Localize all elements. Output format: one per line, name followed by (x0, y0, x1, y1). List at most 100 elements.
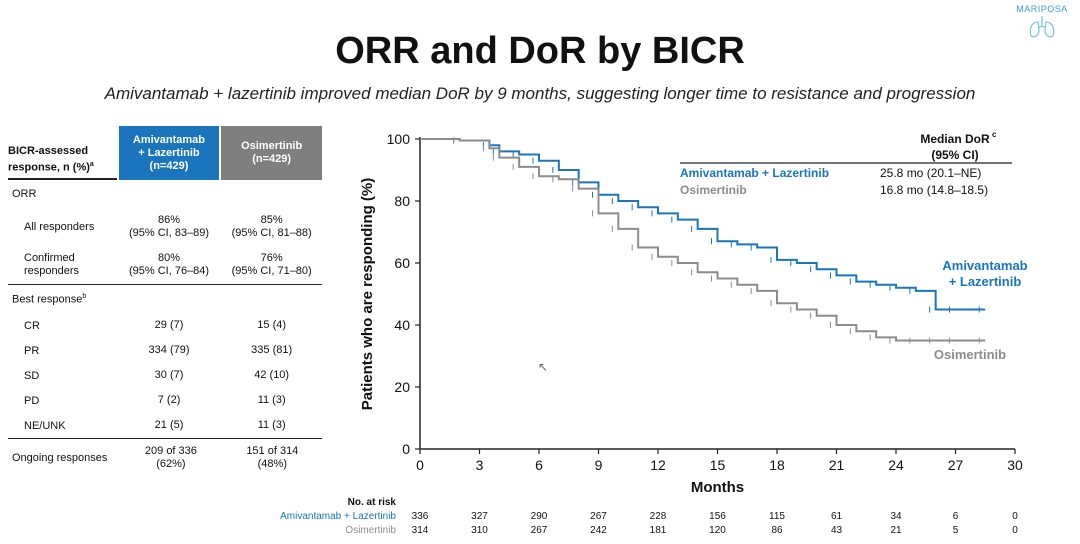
header-osi-line1: Osimertinib (241, 140, 303, 152)
table-row: PR 334 (79) 335 (81) (8, 338, 322, 363)
cell-osi: 42 (10) (254, 369, 290, 381)
header-amivantamab: Amivantamab + Lazertinib (n=429) (118, 126, 220, 180)
x-tick-label: 21 (829, 457, 845, 473)
cell-ami: 334 (79) (148, 344, 190, 356)
y-tick-label: 80 (394, 193, 410, 209)
risk-value: 43 (831, 525, 843, 536)
legend-entry-value: 16.8 mo (14.8–18.5) (880, 183, 988, 197)
cell-osi: 335 (81) (251, 344, 293, 356)
section-orr: ORR (8, 180, 322, 208)
risk-value: 242 (590, 525, 607, 536)
table-row: PD 7 (2) 11 (3) (8, 388, 322, 413)
header-osi-line2: (n=429) (252, 153, 292, 165)
risk-value: 336 (412, 511, 429, 522)
row-label: SD (24, 369, 40, 382)
risk-value: 267 (590, 511, 607, 522)
x-tick-label: 0 (416, 457, 424, 473)
x-tick-label: 18 (769, 457, 785, 473)
header-ami-line2: + Lazertinib (138, 146, 200, 159)
row-label: CR (24, 319, 40, 332)
risk-value: 314 (412, 525, 429, 536)
logo-text: MARIPOSA (1016, 4, 1068, 14)
risk-value: 34 (890, 511, 902, 522)
series-line-osimertinib (420, 138, 986, 342)
y-axis-label: Patients who are responding (%) (359, 178, 376, 411)
cell-osi: 11 (3) (257, 419, 286, 431)
risk-row-label: Osimertinib (345, 525, 396, 536)
cell-ami: 21 (5) (154, 419, 184, 431)
table-row: NE/UNK 21 (5) 11 (3) (8, 413, 322, 438)
legend-entry-name: Amivantamab + Lazertinib (680, 166, 829, 180)
table-header: BICR-assessed response, n (%)a Amivantam… (8, 126, 322, 180)
risk-value: 181 (650, 525, 667, 536)
row-label: Ongoing responses (12, 451, 108, 464)
y-tick-label: 60 (394, 255, 410, 271)
risk-value: 21 (890, 525, 902, 536)
lung-icon (1029, 16, 1055, 38)
cell-ami: 7 (2) (157, 394, 181, 406)
x-tick-label: 3 (476, 457, 484, 473)
risk-value: 5 (953, 525, 959, 536)
end-label-lazertinib: + Lazertinib (949, 274, 1022, 289)
series-line-amivantamab (420, 138, 986, 311)
cell-ami: 80% (95% CI, 76–84) (128, 252, 210, 277)
cell-osi: 76% (95% CI, 71–80) (231, 252, 312, 277)
header-osimertinib: Osimertinib (n=429) (221, 126, 322, 180)
table-row: SD 30 (7) 42 (10) (8, 363, 322, 388)
legend-entry-name: Osimertinib (680, 183, 747, 197)
x-tick-label: 15 (710, 457, 726, 473)
risk-value: 156 (709, 511, 726, 522)
risk-value: 0 (1012, 525, 1018, 536)
cell-ami: 29 (7) (154, 319, 184, 331)
response-table: BICR-assessed response, n (%)a Amivantam… (8, 126, 322, 477)
header-ami-line1: Amivantamab (132, 133, 206, 146)
x-tick-label: 6 (535, 457, 543, 473)
table-row: Confirmed responders 80% (95% CI, 76–84) … (8, 246, 322, 285)
slide-subtitle: Amivantamab + lazertinib improved median… (104, 84, 976, 103)
end-label-osimertinib: Osimertinib (934, 347, 1006, 362)
header-label: BICR-assessed response, n (%)a (8, 126, 117, 180)
mouse-pointer-icon: ↖ (538, 360, 549, 374)
section-best-response: Best responseb (8, 285, 322, 313)
legend-heading-ci: (95% CI) (931, 148, 978, 162)
row-label: Confirmed responders (24, 252, 80, 277)
risk-value: 61 (831, 511, 843, 522)
risk-value: 267 (531, 525, 548, 536)
risk-value: 290 (531, 511, 548, 522)
cell-ami: 30 (7) (154, 369, 184, 381)
risk-value: 6 (953, 511, 959, 522)
y-tick-label: 40 (394, 317, 410, 333)
x-tick-label: 27 (948, 457, 964, 473)
y-tick-label: 100 (387, 131, 411, 147)
x-tick-label: 24 (888, 457, 904, 473)
cell-osi: 15 (4) (257, 319, 287, 331)
legend-entry-value: 25.8 mo (20.1–NE) (880, 166, 981, 180)
end-label-amivantamab: Amivantamab (942, 258, 1027, 273)
table-row: All responders 86% (95% CI, 83–89) 85% (95… (8, 208, 322, 246)
risk-value: 115 (769, 511, 785, 522)
best-response-label: Best responseb (12, 292, 87, 306)
risk-value: 310 (471, 525, 488, 536)
risk-value: 228 (650, 511, 667, 522)
risk-row-label: Amivantamab + Lazertinib (280, 511, 396, 522)
cell-osi: 151 of 314 (48%) (246, 445, 299, 470)
slide-title: ORR and DoR by BICR (335, 30, 745, 72)
brand-logo: MARIPOSA (1010, 4, 1074, 45)
cell-osi: 85% (95% CI, 81–88) (231, 214, 312, 239)
table-row: Ongoing responses 209 of 336 (62%) 151 of… (8, 438, 322, 477)
risk-value: 0 (1012, 511, 1018, 522)
legend-heading-sup: c (992, 130, 997, 139)
header-label-sup: a (89, 161, 94, 169)
risk-value: 120 (709, 525, 726, 536)
cell-osi: 11 (3) (257, 394, 286, 406)
x-tick-label: 30 (1007, 457, 1023, 473)
orr-label: ORR (12, 188, 37, 200)
legend-heading: Median DoR (920, 132, 990, 146)
row-label: All responders (24, 221, 95, 233)
table-row: CR 29 (7) 15 (4) (8, 313, 322, 338)
y-tick-label: 0 (402, 441, 410, 457)
row-label: PR (24, 344, 40, 357)
risk-table-heading: No. at risk (348, 497, 397, 508)
x-tick-label: 12 (650, 457, 666, 473)
